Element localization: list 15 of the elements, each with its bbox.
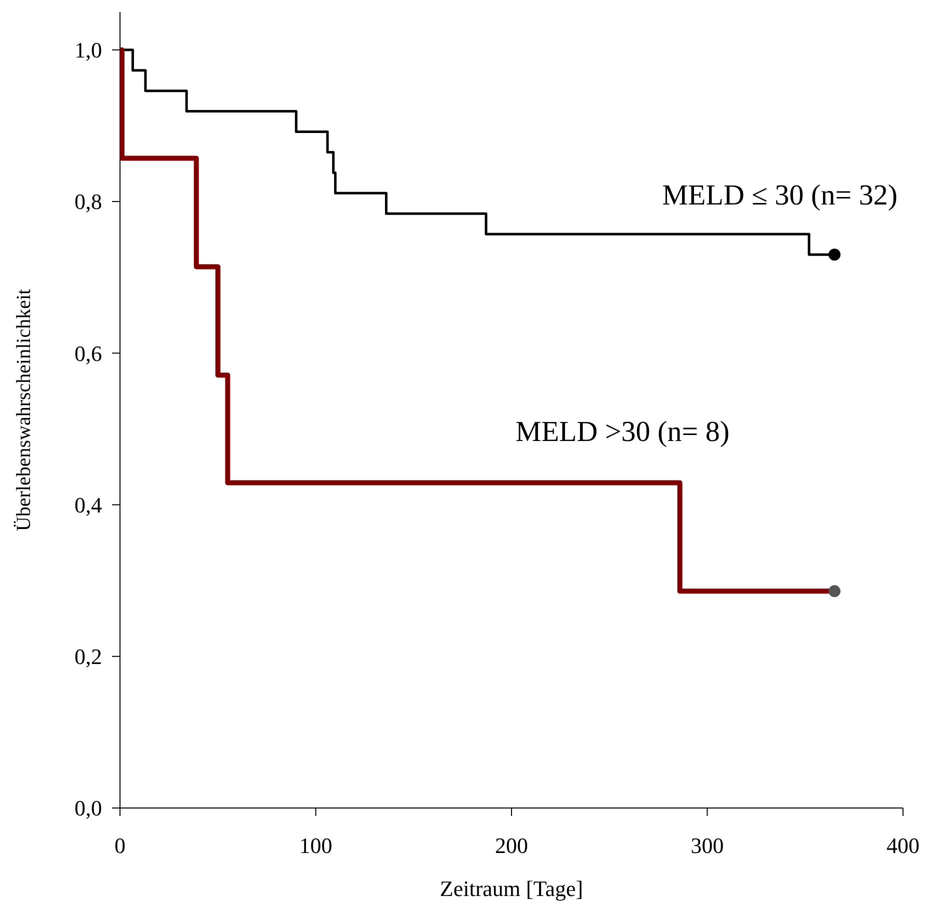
y-tick-label: 1,0	[74, 38, 102, 63]
y-tick-label: 0,0	[74, 796, 102, 821]
x-tick-label: 200	[495, 833, 528, 858]
y-tick-label: 0,6	[74, 340, 102, 366]
x-tick-label: 0	[114, 833, 126, 858]
series-label: MELD ≤ 30 (n= 32)	[662, 180, 898, 212]
x-tick-label: 400	[886, 833, 920, 858]
x-tick-label: 100	[299, 833, 332, 858]
x-axis-title: Zeitraum [Tage]	[440, 876, 584, 901]
y-tick-label: 0,4	[74, 492, 102, 518]
y-tick-label: 0,8	[74, 189, 102, 214]
x-tick-label: 300	[690, 833, 724, 858]
series-label: MELD >30 (n= 8)	[516, 416, 730, 448]
y-axis-title: Überlebenswahrscheinlichkeit	[13, 288, 35, 532]
y-tick-label: 0,2	[74, 644, 102, 670]
